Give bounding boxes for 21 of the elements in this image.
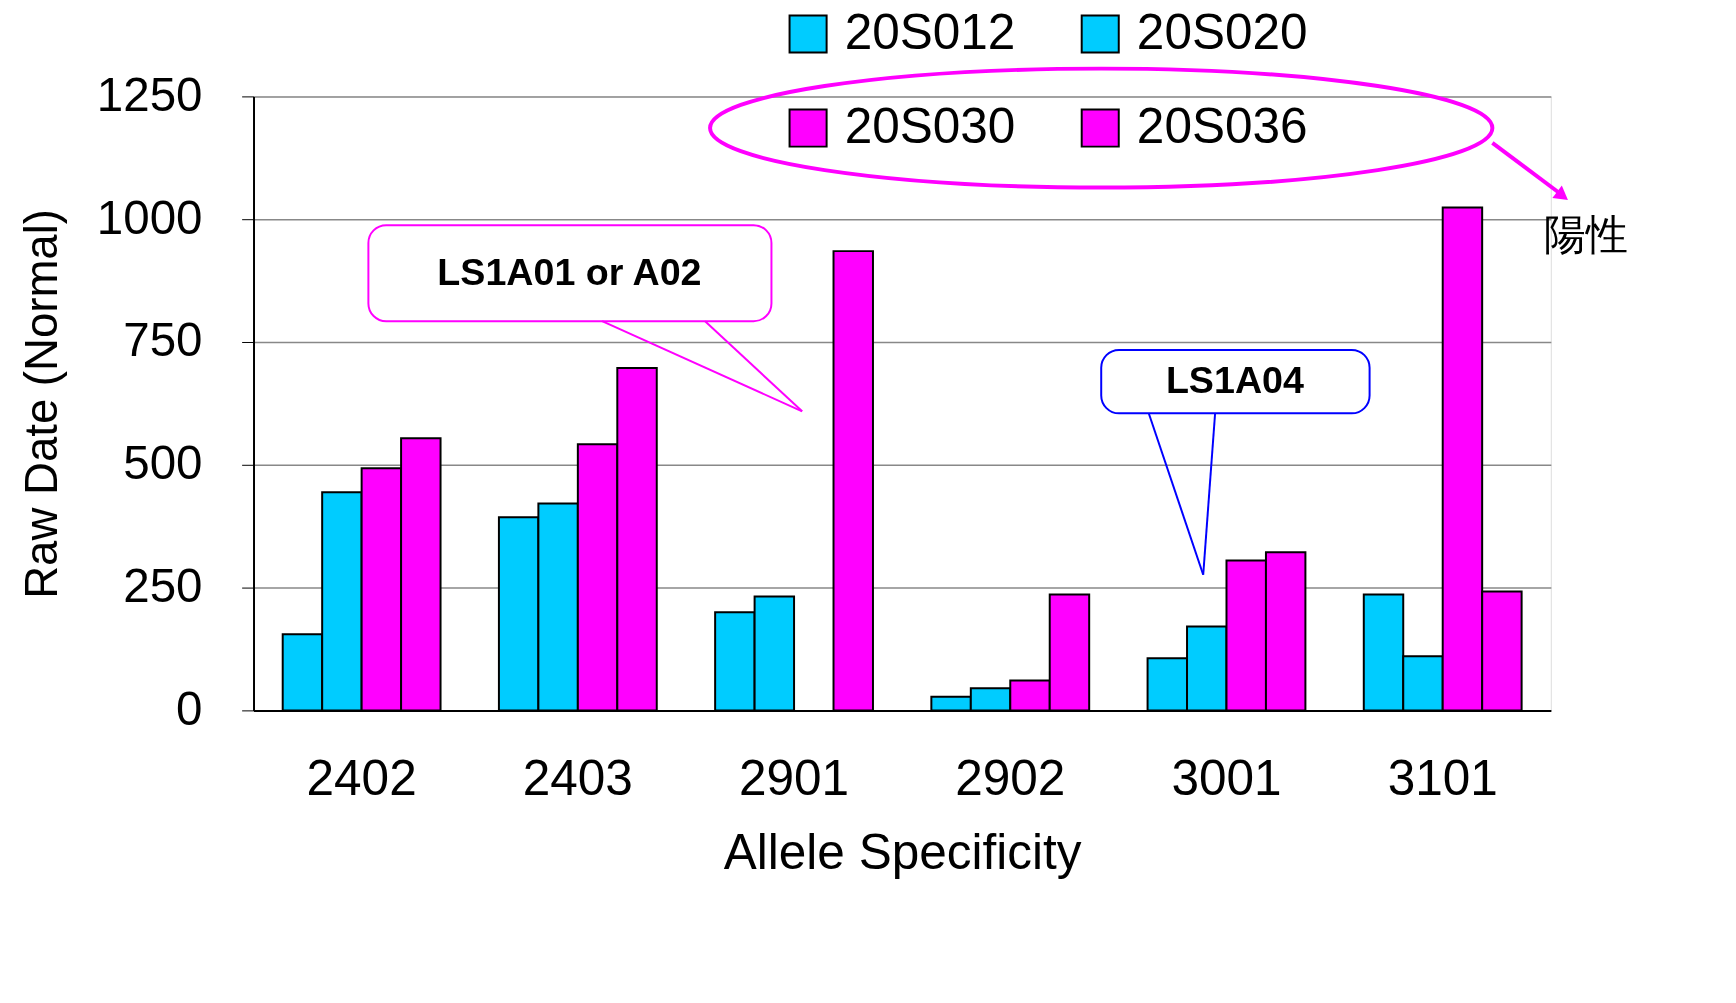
y-tick-label: 1000 xyxy=(96,190,203,244)
x-tick-label: 2902 xyxy=(955,750,1066,806)
y-tick-label: 500 xyxy=(123,436,203,490)
x-tick-label: 3001 xyxy=(1171,750,1282,806)
y-tick-label: 750 xyxy=(123,313,203,367)
legend-label: 20S030 xyxy=(844,97,1016,153)
x-tick-label: 2402 xyxy=(306,750,417,806)
y-axis-title: Raw Date (Normal) xyxy=(16,209,68,599)
annotation: 陽性 xyxy=(1543,209,1628,259)
annotation: LS1A01 or A02 xyxy=(437,250,702,293)
x-tick-label: 2403 xyxy=(522,750,633,806)
legend-label: 20S012 xyxy=(844,3,1016,59)
legend-label: 20S020 xyxy=(1136,3,1308,59)
x-tick-label: 2901 xyxy=(738,750,850,806)
y-tick-label: 0 xyxy=(176,681,203,735)
legend-label: 20S036 xyxy=(1136,97,1308,153)
x-axis-title: Allele Specificity xyxy=(723,824,1082,880)
annotation: LS1A04 xyxy=(1165,358,1304,401)
x-tick-label: 3101 xyxy=(1387,750,1498,806)
y-tick-label: 250 xyxy=(123,558,203,612)
y-tick-label: 1250 xyxy=(96,67,203,121)
